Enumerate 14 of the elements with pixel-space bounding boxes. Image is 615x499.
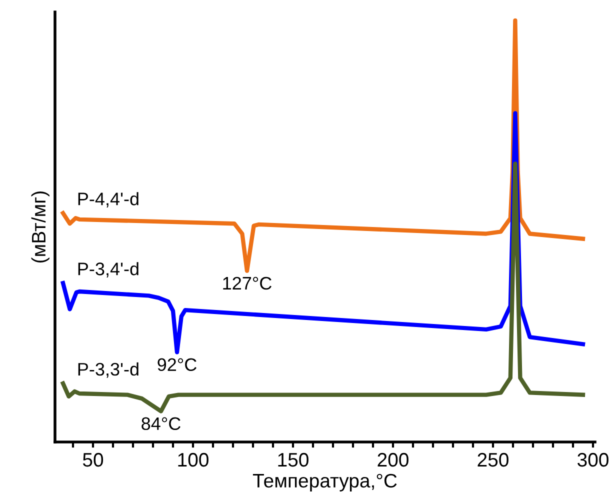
series-label: P-4,4'-d bbox=[78, 192, 138, 208]
annotation: 84°C bbox=[142, 417, 180, 430]
x-axis-title: Температура,°C bbox=[252, 474, 397, 492]
x-tick-label: 250 bbox=[478, 452, 508, 467]
annotation: 127°C bbox=[223, 276, 272, 290]
x-tick-label: 200 bbox=[378, 452, 408, 467]
annotation: 92°C bbox=[158, 358, 196, 372]
x-tick-label: 300 bbox=[578, 452, 608, 467]
x-tick-label: 50 bbox=[82, 452, 104, 467]
series-label: P-3,4'-d bbox=[78, 262, 138, 278]
y-axis-title: (мВт/мг) bbox=[31, 192, 50, 262]
x-tick-label: 100 bbox=[178, 452, 208, 467]
series-label: P-3,3'-d bbox=[78, 362, 138, 378]
x-tick-label: 150 bbox=[278, 452, 308, 467]
